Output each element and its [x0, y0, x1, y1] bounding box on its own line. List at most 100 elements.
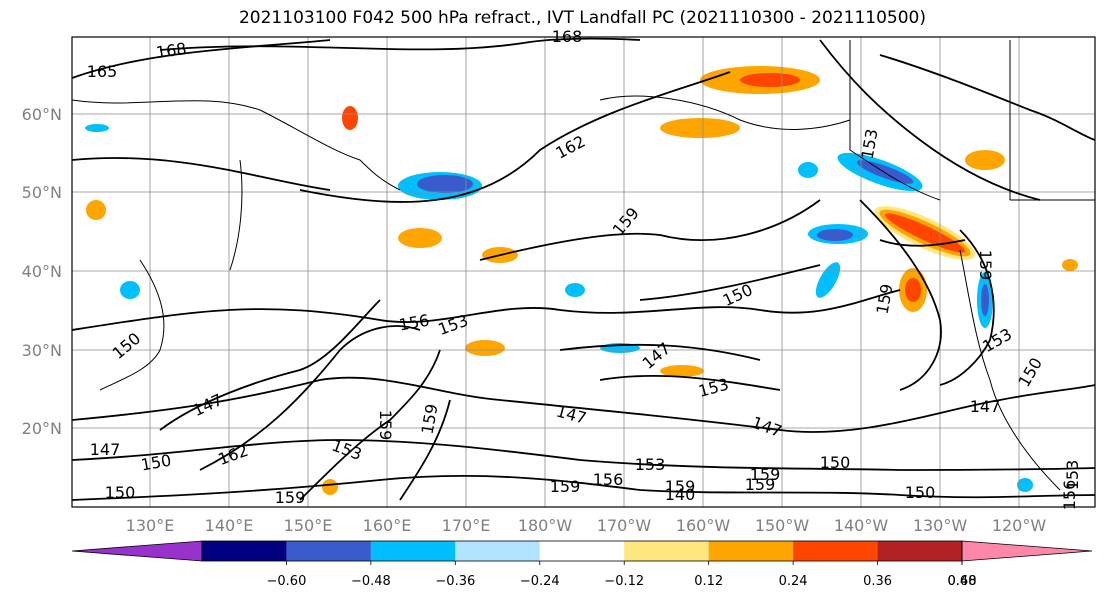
colorbar-bin [539, 541, 625, 561]
lon-label: 180°W [518, 516, 573, 535]
contour-label: 147 [749, 413, 784, 441]
contour-label: 159 [976, 250, 995, 281]
lon-label: 160°W [676, 516, 731, 535]
colorbar-bin [455, 541, 540, 561]
positive-patch [465, 340, 505, 356]
colorbar-bin [202, 541, 287, 561]
contour-label: 159 [418, 402, 442, 435]
colorbar-bin [877, 541, 962, 561]
contour-label: 156 [397, 311, 430, 335]
lon-label: 170°E [442, 516, 491, 535]
contour-label: 159 [665, 477, 696, 496]
contour-label: 147 [190, 390, 226, 420]
positive-patch [965, 150, 1005, 170]
contour-label: 150 [109, 329, 145, 363]
colorbar-bin [286, 541, 371, 561]
positive-patch [660, 365, 704, 377]
negative-patch [798, 162, 818, 178]
colorbar-tick-label: 0.12 [694, 574, 723, 589]
contour-label: 153 [436, 311, 471, 339]
negative-patch [1017, 478, 1033, 492]
contour-label: 140 [665, 485, 696, 504]
positive-patch [398, 228, 442, 248]
contour-label: 150 [720, 280, 756, 310]
lat-label: 30°N [22, 341, 62, 360]
shaded-patches [85, 66, 1078, 495]
contour-label: 153 [1063, 460, 1082, 491]
lon-label: 140°E [205, 516, 254, 535]
lat-label: 40°N [22, 262, 62, 281]
contour-label: 153 [979, 324, 1015, 356]
contour-label: 162 [552, 132, 588, 163]
colorbar-tick-label: −0.36 [435, 574, 475, 589]
negative-patch [417, 175, 473, 193]
colorbar-extend-low [71, 540, 203, 562]
colorbar-tick-label: −0.60 [267, 574, 307, 589]
colorbar-tick-label: 0.36 [863, 574, 892, 589]
positive-patch [86, 200, 106, 220]
contour-label: 153 [858, 127, 882, 160]
negative-patch [856, 160, 914, 184]
contour-label: 159 [275, 488, 306, 507]
negative-patch [817, 229, 853, 241]
colorbar-tick-label: 0.48 [948, 574, 977, 589]
lon-label: 150°E [284, 516, 333, 535]
contour-label: 165 [87, 62, 118, 81]
positive-patch [660, 118, 740, 138]
colorbar-tick-labels: −0.60 −0.48 −0.36 −0.24 −0.12 0.12 0.24 0.36 0.4… [267, 561, 977, 589]
longitude-labels: 130°E 140°E 150°E 160°E 170°E 180°W 170°W 160°W… [126, 516, 1047, 535]
colorbar-tick-label: −0.48 [351, 574, 391, 589]
negative-patch [120, 281, 140, 299]
lon-label: 120°W [992, 516, 1047, 535]
contour-label: 168 [155, 39, 188, 62]
map-frame [71, 36, 1096, 508]
colorbar-outline [201, 540, 963, 562]
lat-lon-grid [72, 37, 1095, 507]
coastlines [71, 40, 1095, 491]
colorbar-bin [370, 541, 456, 561]
contour-label: 147 [554, 402, 588, 428]
colorbar-tick-label: 0.24 [779, 574, 808, 589]
contour-label: 168 [552, 27, 583, 46]
lat-label: 50°N [22, 183, 62, 202]
colorbar-extend-high [961, 540, 1093, 562]
contour-label: 162 [216, 441, 251, 469]
colorbar [71, 540, 1093, 562]
contour-label: 159 [376, 410, 395, 441]
contour-label: 159 [745, 475, 776, 494]
colorbar-bin [708, 541, 794, 561]
positive-patch [905, 278, 921, 302]
latitude-labels: 60°N 50°N 40°N 30°N 20°N [22, 105, 62, 438]
positive-patch [1062, 259, 1078, 271]
contour-label: 159 [873, 282, 897, 315]
lon-label: 130°W [913, 516, 968, 535]
colorbar-tick-label: −0.24 [520, 574, 560, 589]
lon-label: 140°W [834, 516, 889, 535]
map-title: 2021103100 F042 500 hPa refract., IVT La… [238, 8, 926, 28]
lon-label: 170°W [597, 516, 652, 535]
lon-label: 160°E [363, 516, 412, 535]
contour-label: 147 [90, 440, 121, 459]
lat-label: 20°N [22, 419, 62, 438]
positive-patch [322, 479, 338, 495]
contour-label: 156 [593, 470, 624, 489]
lat-label: 60°N [22, 105, 62, 124]
contour-label: 150 [905, 483, 936, 502]
positive-patch [342, 106, 358, 130]
contour-label: 159 [750, 465, 781, 484]
colorbar-tick-label: 0.60 [948, 574, 977, 589]
contour-label: 147 [970, 397, 1001, 416]
contour-label: 156 [1060, 480, 1079, 511]
contour-label: 150 [139, 451, 172, 475]
negative-patch [85, 124, 109, 132]
contour-label: 150 [105, 483, 136, 502]
contour-lines [71, 37, 1096, 501]
lon-label: 150°W [755, 516, 810, 535]
positive-patch [740, 73, 800, 87]
lon-label: 130°E [126, 516, 175, 535]
contour-label: 150 [820, 453, 851, 472]
negative-patch [565, 283, 585, 297]
negative-patch [981, 284, 989, 316]
contour-label: 153 [635, 455, 666, 474]
